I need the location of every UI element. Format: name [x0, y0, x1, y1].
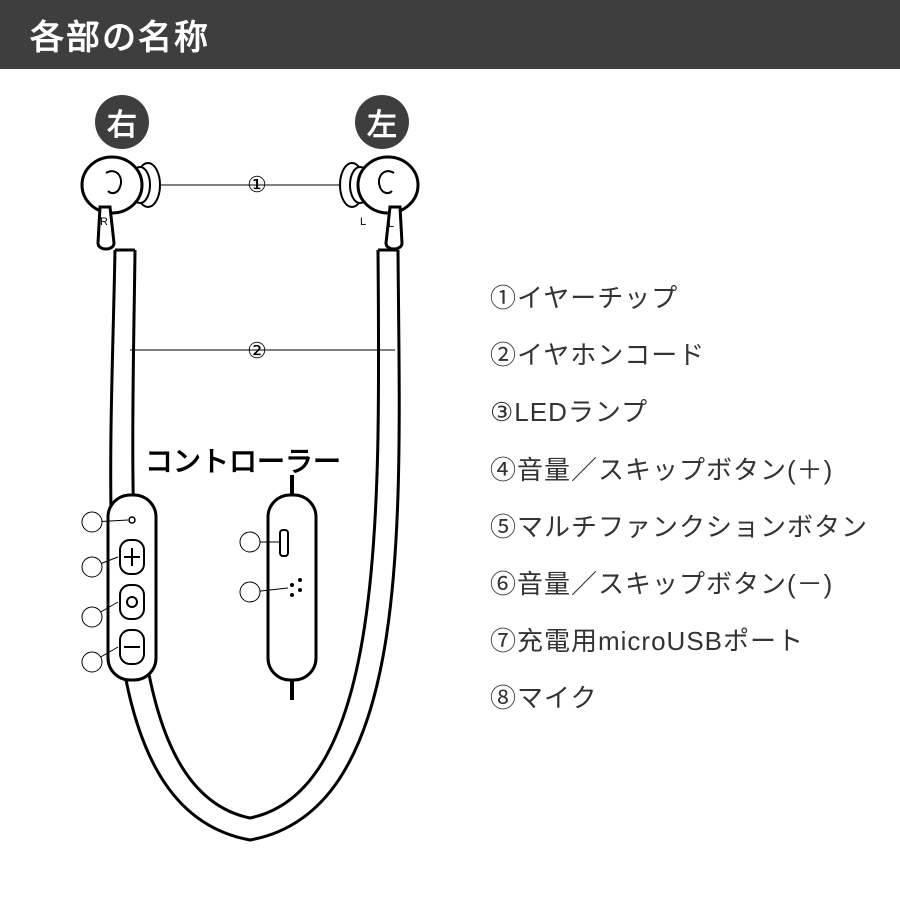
- svg-text:R: R: [100, 216, 108, 228]
- left-earbud-icon: L: [340, 157, 418, 249]
- earphone-diagram: R L L: [0, 0, 900, 900]
- svg-text:L: L: [388, 218, 394, 230]
- right-earbud-icon: R: [82, 157, 160, 249]
- controller-front-icon: [108, 495, 156, 680]
- controller-back-icon: [268, 475, 316, 700]
- svg-text:L: L: [360, 216, 366, 228]
